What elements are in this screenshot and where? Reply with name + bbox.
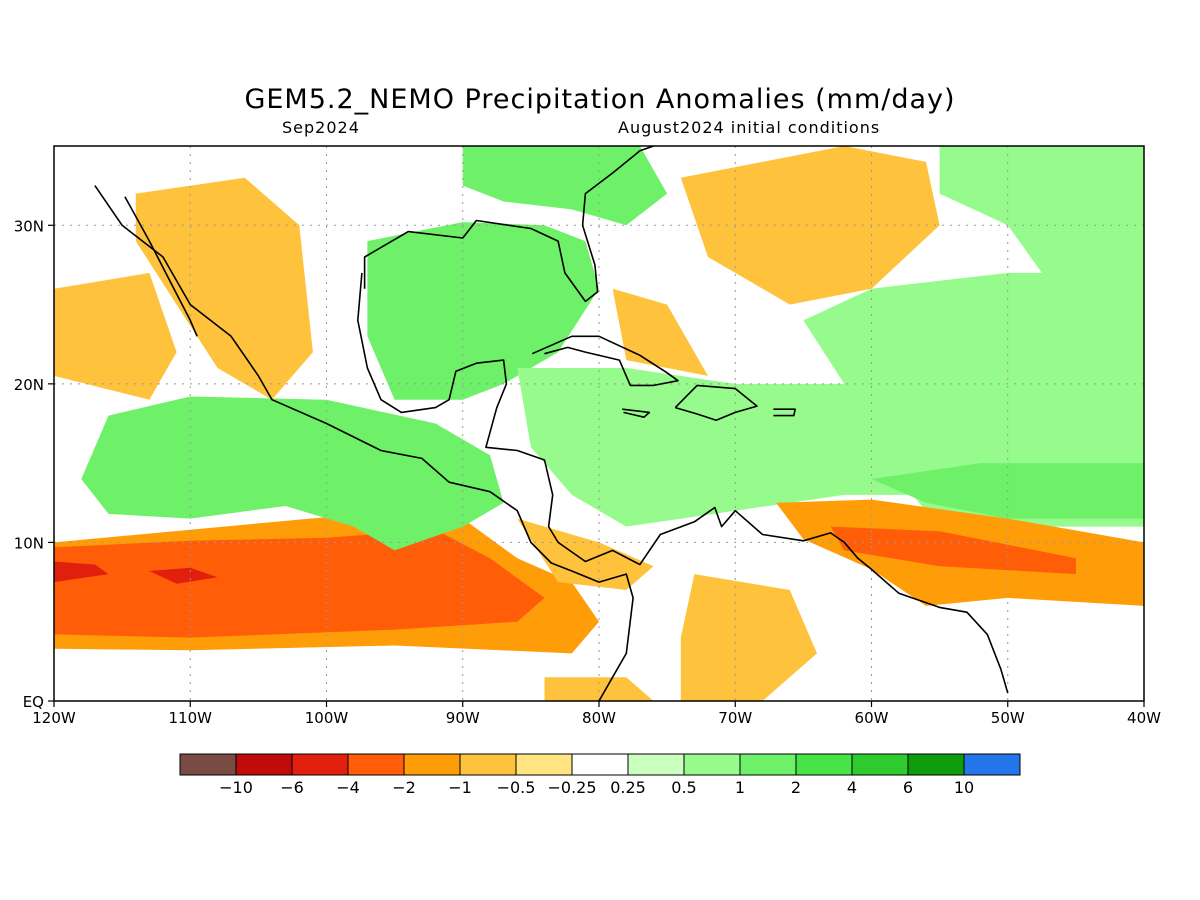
- gulf-coast: [356, 272, 1009, 694]
- lon-tick-label: 110W: [169, 709, 213, 727]
- colorbar-swatch: [459, 753, 517, 776]
- itcz-dry-core-region: [54, 529, 545, 638]
- colorbar-label: 4: [847, 778, 857, 797]
- colorbar-swatch: [403, 753, 461, 776]
- colorbar-swatch: [963, 753, 1021, 776]
- ne-atlantic-wet-region: [939, 146, 1144, 353]
- colorbar-label: −10: [219, 778, 253, 797]
- colorbar-swatch: [627, 753, 685, 776]
- forecast-month-label: Sep2024: [282, 118, 360, 137]
- colorbar-swatch: [291, 753, 349, 776]
- ne-sa-dry-core-region: [830, 526, 1076, 575]
- axis-ticks: 120W 110W 100W 90W 80W 70W 60W 50W 40W EQ 10N 20N 30…: [14, 217, 1161, 727]
- us-gulf-atlantic-coast: [363, 146, 654, 303]
- se-us-wet-region: [462, 146, 668, 226]
- initial-conditions-label: August2024 initial conditions: [618, 118, 881, 137]
- lon-tick-label: 90W: [446, 709, 480, 727]
- lon-tick-label: 120W: [32, 709, 76, 727]
- lat-tick-label: 30N: [14, 217, 44, 235]
- colorbar-label: 10: [954, 778, 974, 797]
- colorbar-label: −1: [448, 778, 472, 797]
- anomaly-shading: [54, 146, 1144, 701]
- lon-tick-label: 80W: [582, 709, 616, 727]
- colorbar-swatch: [683, 753, 741, 776]
- gulf-wet-region: [367, 222, 599, 400]
- hispaniola: [674, 384, 758, 422]
- central-america-pacific-coast: [94, 185, 634, 701]
- colorbar-swatch: [179, 753, 237, 776]
- map-title: GEM5.2_NEMO Precipitation Anomalies (mm/…: [244, 84, 956, 115]
- coastlines: [94, 146, 1009, 701]
- cuba: [531, 335, 679, 387]
- colorbar-swatch: [571, 753, 629, 776]
- lat-tick-label: EQ: [23, 693, 44, 711]
- puerto-rico: [773, 408, 797, 417]
- colorbar: −10 −6 −4 −2 −1 −0.5 −0.25 0.25 0.5 1 2 4 6 10: [179, 753, 1021, 797]
- amazon-dry-region: [544, 677, 654, 701]
- colorbar-swatch: [795, 753, 853, 776]
- colorbar-label: −0.25: [547, 778, 596, 797]
- colorbar-swatch: [851, 753, 909, 776]
- jamaica: [622, 408, 651, 419]
- nw-mexico-dry-region: [135, 177, 313, 400]
- colorbar-label: 1: [735, 778, 745, 797]
- itcz-dry-center-1-region: [54, 561, 109, 583]
- lon-tick-label: 40W: [1127, 709, 1161, 727]
- itcz-dry-center-2-region: [149, 567, 218, 584]
- colorbar-label: −0.5: [497, 778, 536, 797]
- baja-east-coast: [124, 196, 198, 337]
- lon-tick-label: 100W: [305, 709, 349, 727]
- caribbean-wet-region: [517, 368, 926, 527]
- colorbar-label: −4: [336, 778, 360, 797]
- gridlines: [54, 146, 1144, 701]
- colorbar-label: −2: [392, 778, 416, 797]
- colorbar-swatch: [235, 753, 293, 776]
- colombia-dry-region: [680, 574, 817, 701]
- east-pac-wet-region: [81, 396, 504, 551]
- colorbar-label: 0.5: [671, 778, 696, 797]
- colorbar-label: 0.25: [610, 778, 646, 797]
- colorbar-swatch: [515, 753, 573, 776]
- lon-tick-label: 50W: [991, 709, 1025, 727]
- colorbar-label: 2: [791, 778, 801, 797]
- lat-tick-label: 10N: [14, 534, 44, 552]
- colorbar-label: 6: [903, 778, 913, 797]
- pacific-dry-region: [54, 272, 177, 400]
- panama-dry-region: [517, 518, 654, 590]
- lon-tick-label: 70W: [718, 709, 752, 727]
- colorbar-swatch: [347, 753, 405, 776]
- colorbar-swatch: [739, 753, 797, 776]
- colorbar-swatch: [907, 753, 965, 776]
- lat-tick-label: 20N: [14, 376, 44, 394]
- colorbar-label: −6: [280, 778, 304, 797]
- w-atlantic-dry-region: [680, 146, 940, 305]
- lon-tick-label: 60W: [855, 709, 889, 727]
